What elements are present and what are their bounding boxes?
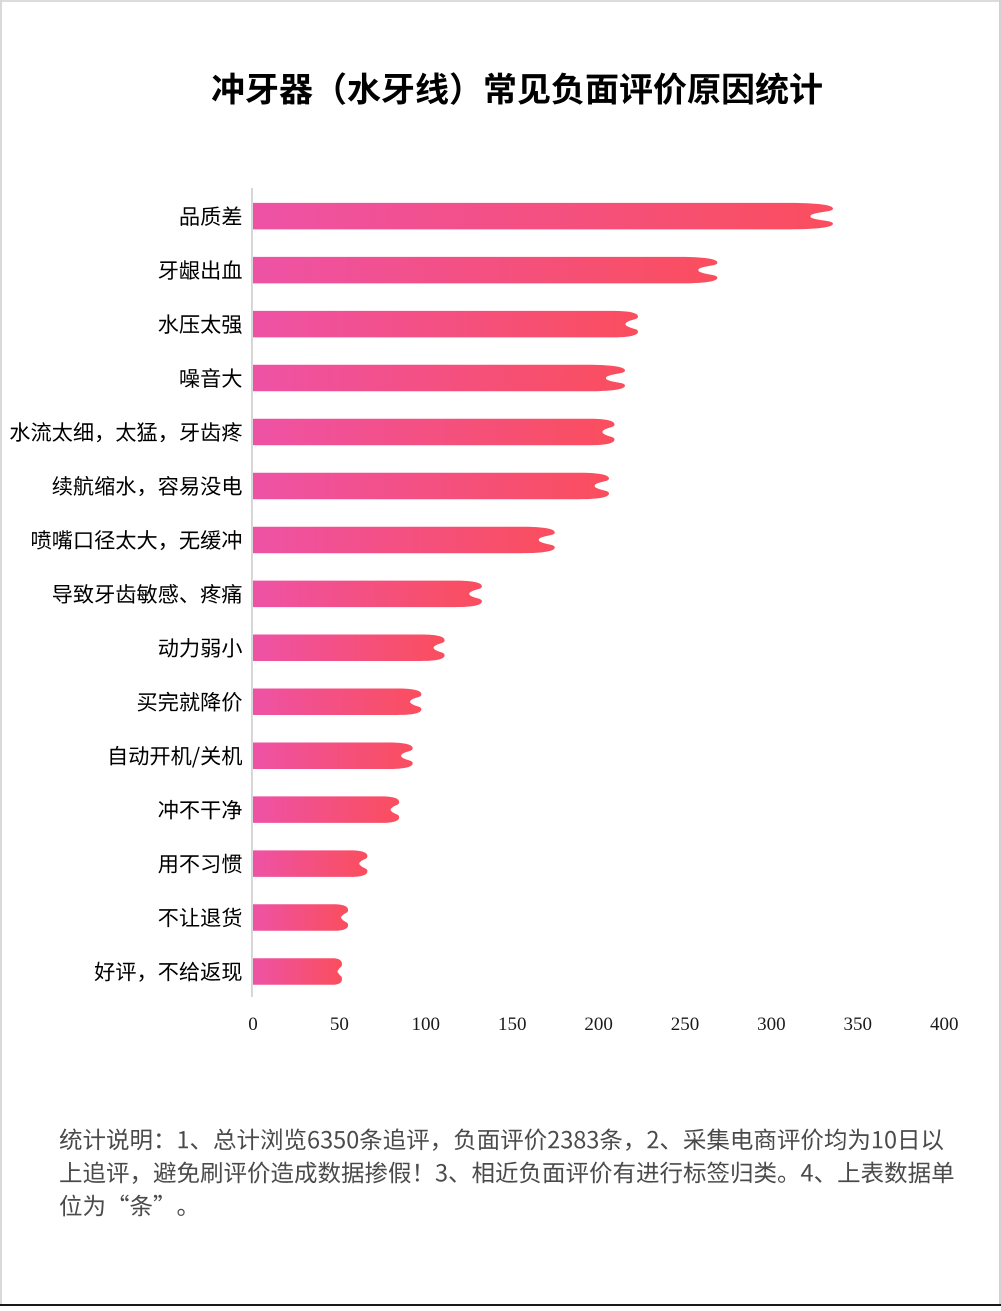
svg-text:400: 400 — [930, 1014, 959, 1035]
svg-text:150: 150 — [498, 1014, 527, 1035]
svg-text:300: 300 — [757, 1014, 786, 1035]
svg-text:250: 250 — [671, 1014, 700, 1035]
svg-text:100: 100 — [412, 1014, 441, 1035]
svg-text:200: 200 — [584, 1014, 613, 1035]
svg-text:350: 350 — [844, 1014, 873, 1035]
svg-text:50: 50 — [330, 1014, 349, 1035]
svg-text:0: 0 — [248, 1014, 258, 1035]
